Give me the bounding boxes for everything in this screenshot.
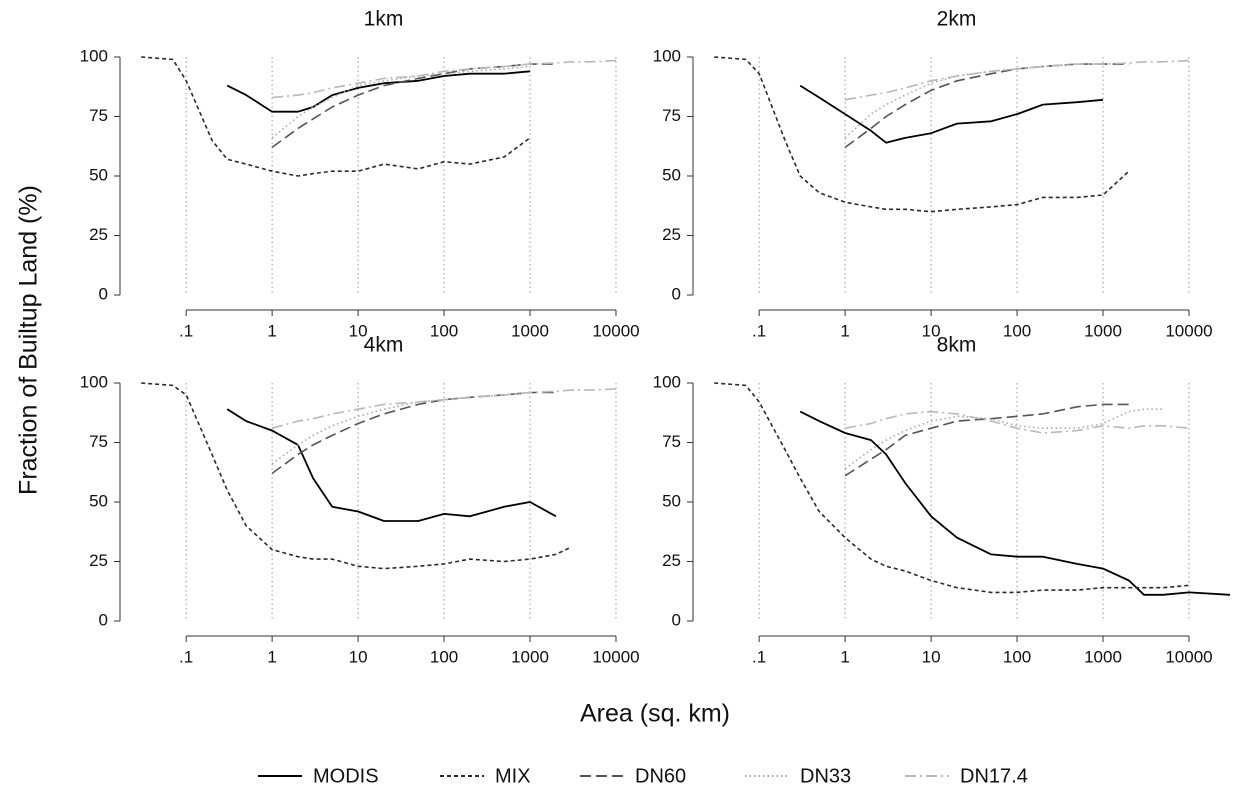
panel-title: 2km bbox=[937, 8, 977, 31]
y-tick-label: 100 bbox=[80, 46, 108, 65]
series-line bbox=[844, 410, 1190, 434]
y-tick-label: 75 bbox=[662, 432, 681, 451]
x-tick-label: 1000 bbox=[511, 647, 549, 666]
x-tick-label: 10000 bbox=[1165, 647, 1212, 666]
series-line bbox=[844, 63, 1103, 139]
x-tick-label: 1 bbox=[267, 647, 276, 666]
y-tick-label: 100 bbox=[653, 372, 681, 391]
series-line bbox=[799, 410, 1231, 596]
x-tick-label: 10 bbox=[922, 321, 941, 340]
y-tick-label: 0 bbox=[672, 284, 681, 303]
y-tick-label: 75 bbox=[662, 106, 681, 125]
x-tick-label: 10000 bbox=[592, 647, 639, 666]
series-line bbox=[844, 408, 1164, 470]
y-tick-label: 0 bbox=[99, 610, 108, 629]
series-line bbox=[271, 63, 556, 149]
y-tick-label: 25 bbox=[89, 551, 108, 570]
series-line bbox=[844, 63, 1129, 149]
series-line bbox=[226, 70, 531, 113]
series-line bbox=[844, 403, 1129, 477]
x-tick-label: 100 bbox=[1003, 647, 1031, 666]
y-tick-label: 100 bbox=[80, 372, 108, 391]
x-tick-label: 1000 bbox=[511, 321, 549, 340]
x-tick-label: 10 bbox=[922, 647, 941, 666]
panel-title: 8km bbox=[937, 334, 977, 357]
series-line bbox=[799, 84, 1104, 144]
series-line bbox=[714, 382, 1190, 594]
y-tick-label: 100 bbox=[653, 46, 681, 65]
series-line bbox=[844, 59, 1190, 101]
y-tick-label: 75 bbox=[89, 106, 108, 125]
series-line bbox=[141, 56, 531, 177]
y-tick-label: 50 bbox=[662, 491, 681, 510]
x-axis-label: Area (sq. km) bbox=[580, 700, 730, 728]
y-tick-label: 25 bbox=[662, 551, 681, 570]
x-tick-label: 1000 bbox=[1084, 321, 1122, 340]
panel-title: 4km bbox=[364, 334, 404, 357]
legend-label: DN17.4 bbox=[960, 765, 1028, 787]
x-tick-label: 100 bbox=[430, 647, 458, 666]
x-tick-label: .1 bbox=[752, 647, 766, 666]
x-tick-label: 1 bbox=[267, 321, 276, 340]
legend-label: MODIS bbox=[313, 765, 379, 787]
x-tick-label: 10000 bbox=[1165, 321, 1212, 340]
y-tick-label: 75 bbox=[89, 432, 108, 451]
legend-label: DN60 bbox=[635, 765, 686, 787]
y-tick-label: 50 bbox=[89, 491, 108, 510]
y-tick-label: 50 bbox=[89, 165, 108, 184]
x-tick-label: .1 bbox=[179, 321, 193, 340]
x-tick-label: 1 bbox=[840, 647, 849, 666]
x-tick-label: .1 bbox=[752, 321, 766, 340]
y-tick-label: 0 bbox=[99, 284, 108, 303]
x-tick-label: 10000 bbox=[592, 321, 639, 340]
legend-label: DN33 bbox=[800, 765, 851, 787]
y-axis-label: Fraction of Builtup Land (%) bbox=[15, 185, 43, 495]
legend-label: MIX bbox=[495, 765, 531, 787]
x-tick-label: 100 bbox=[430, 321, 458, 340]
y-tick-label: 50 bbox=[662, 165, 681, 184]
series-line bbox=[271, 391, 556, 475]
x-tick-label: .1 bbox=[179, 647, 193, 666]
series-line bbox=[141, 382, 572, 570]
panel-title: 1km bbox=[364, 8, 404, 31]
x-tick-label: 10 bbox=[349, 321, 368, 340]
series-line bbox=[226, 408, 557, 522]
x-tick-label: 10 bbox=[349, 647, 368, 666]
x-tick-label: 1 bbox=[840, 321, 849, 340]
series-line bbox=[271, 65, 531, 139]
series-line bbox=[272, 59, 617, 99]
y-tick-label: 25 bbox=[662, 225, 681, 244]
series-line bbox=[271, 388, 617, 429]
y-tick-label: 0 bbox=[672, 610, 681, 629]
x-tick-label: 100 bbox=[1003, 321, 1031, 340]
y-tick-label: 25 bbox=[89, 225, 108, 244]
x-tick-label: 1000 bbox=[1084, 647, 1122, 666]
